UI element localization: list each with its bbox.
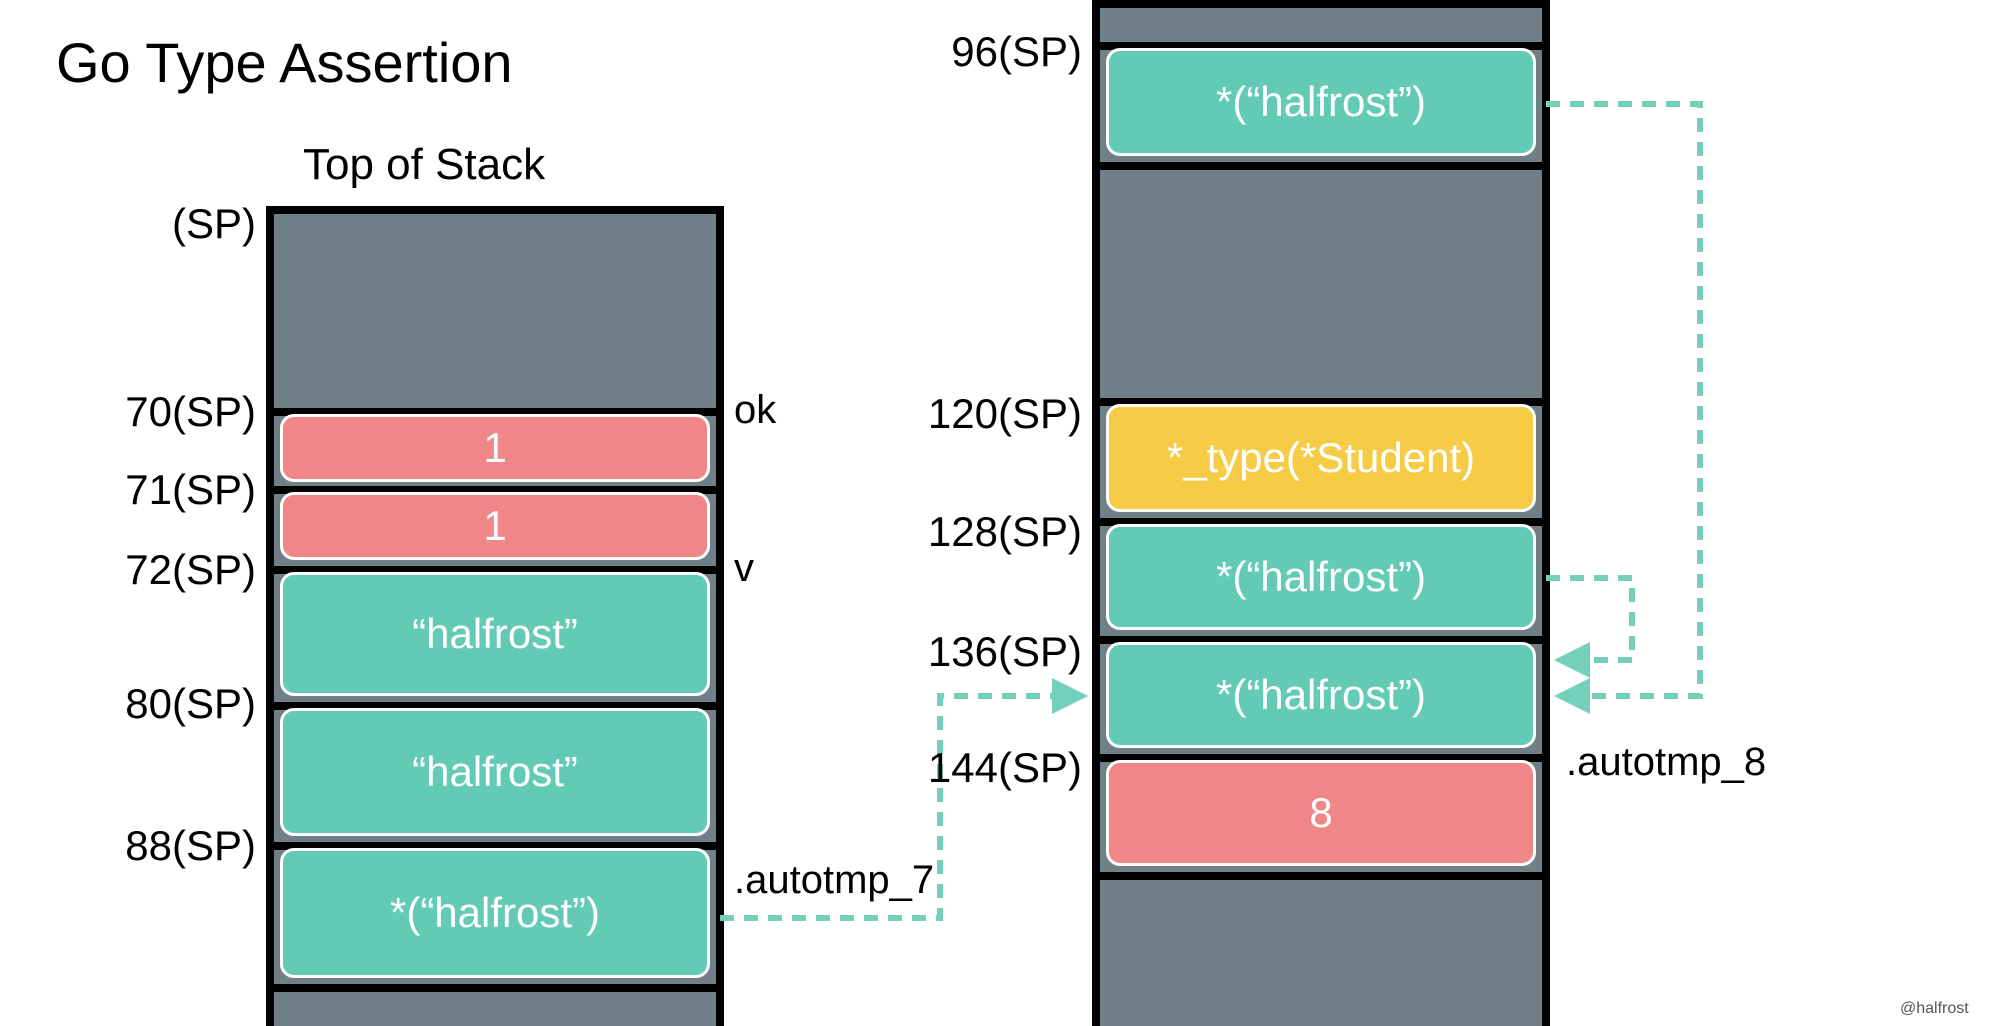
connector-path [1546, 578, 1632, 660]
left-stack-cell: “halfrost” [280, 708, 710, 836]
left-stack-sp-label: 71(SP) [56, 466, 256, 514]
right-stack-sp-label: 144(SP) [882, 744, 1082, 792]
left-stack-cell: 1 [280, 492, 710, 560]
watermark: @halfrost [1900, 1000, 1969, 1018]
right-stack: *(“halfrost”) *_type(*Student) *(“halfrost… [1092, 0, 1550, 1026]
left-stack-sp-label: (SP) [56, 200, 256, 248]
left-stack-sp-label: 80(SP) [56, 680, 256, 728]
left-stack-side-label: v [734, 546, 754, 591]
left-stack-cell: 1 [280, 414, 710, 482]
right-stack-sp-label: 136(SP) [882, 628, 1082, 676]
right-stack-autotmp-label: .autotmp_8 [1566, 740, 1766, 785]
right-stack-cell: *_type(*Student) [1106, 404, 1536, 512]
left-stack-sp-label: 88(SP) [56, 822, 256, 870]
left-stack-divider [274, 984, 716, 992]
subtitle-top-of-stack: Top of Stack [303, 140, 545, 190]
right-stack-sp-label: 96(SP) [882, 28, 1082, 76]
connector-path [1546, 104, 1700, 696]
left-stack-cell: *(“halfrost”) [280, 848, 710, 978]
left-stack-autotmp-label: .autotmp_7 [734, 858, 934, 903]
left-stack-side-label: ok [734, 388, 776, 433]
left-stack-cell: “halfrost” [280, 572, 710, 696]
right-stack-cell: 8 [1106, 760, 1536, 866]
right-stack-sp-label: 128(SP) [882, 508, 1082, 556]
right-stack-cell: *(“halfrost”) [1106, 48, 1536, 156]
right-stack-divider [1100, 872, 1542, 880]
left-stack-sp-label: 72(SP) [56, 546, 256, 594]
diagram-title: Go Type Assertion [56, 30, 513, 95]
left-stack: 11“halfrost”“halfrost”*(“halfrost”) [266, 206, 724, 1026]
right-stack-cell: *(“halfrost”) [1106, 642, 1536, 748]
right-stack-cell: *(“halfrost”) [1106, 524, 1536, 630]
right-stack-divider [1100, 162, 1542, 170]
left-stack-sp-label: 70(SP) [56, 388, 256, 436]
right-stack-sp-label: 120(SP) [882, 390, 1082, 438]
